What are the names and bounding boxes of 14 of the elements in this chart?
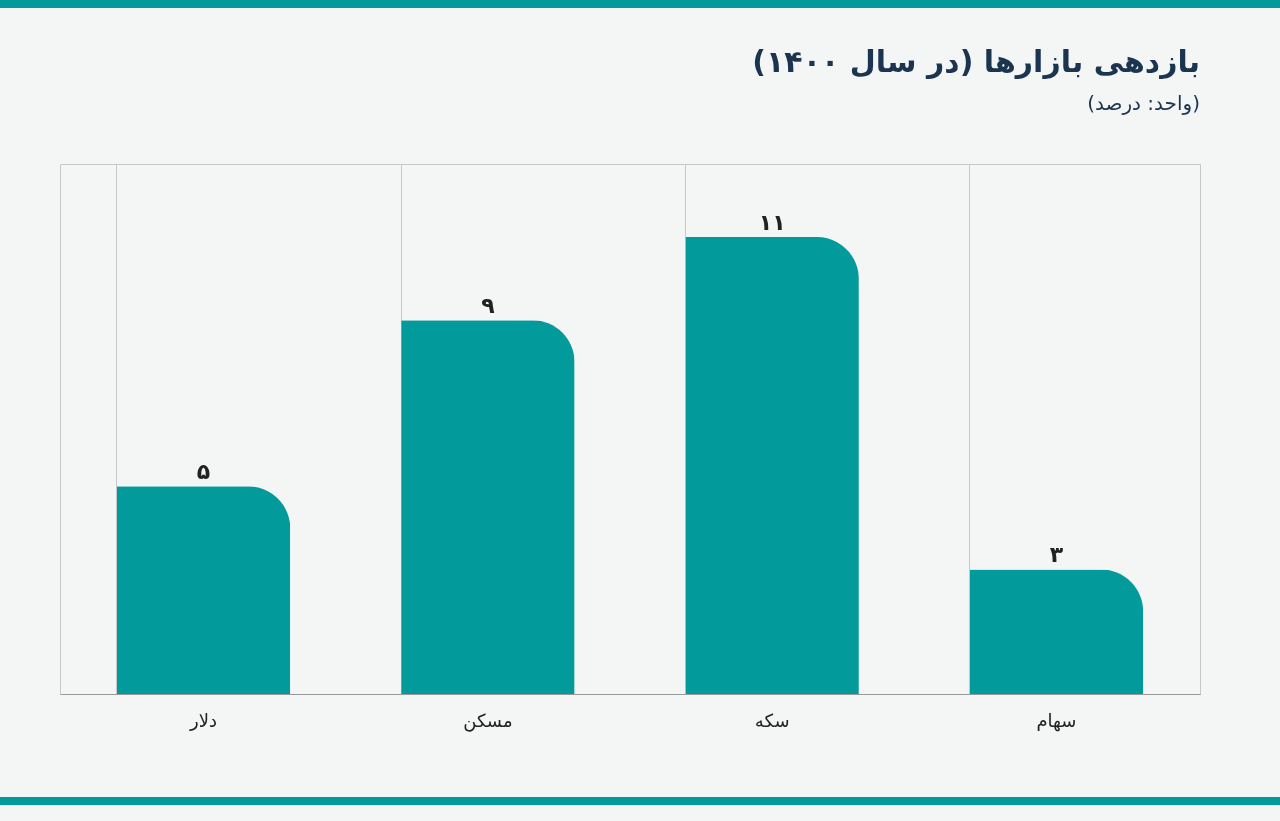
chart-title: بازدهی بازارها (در سال ۱۴۰۰) xyxy=(752,44,1200,79)
data-label: ۱۱ xyxy=(758,210,786,236)
data-label: ۵ xyxy=(196,459,211,485)
x-tick-label: مسکن xyxy=(463,709,513,732)
x-tick-label: سکه xyxy=(754,709,790,731)
chart-subtitle: (واحد: درصد) xyxy=(1087,91,1200,115)
bar xyxy=(401,320,575,694)
bar xyxy=(685,237,859,694)
data-label: ۹ xyxy=(481,293,495,319)
bar xyxy=(969,569,1144,694)
x-tick-label: دلار xyxy=(189,709,218,731)
bar xyxy=(116,486,291,694)
data-label: ۳ xyxy=(1049,542,1064,568)
x-tick-label: سهام xyxy=(1036,709,1077,732)
